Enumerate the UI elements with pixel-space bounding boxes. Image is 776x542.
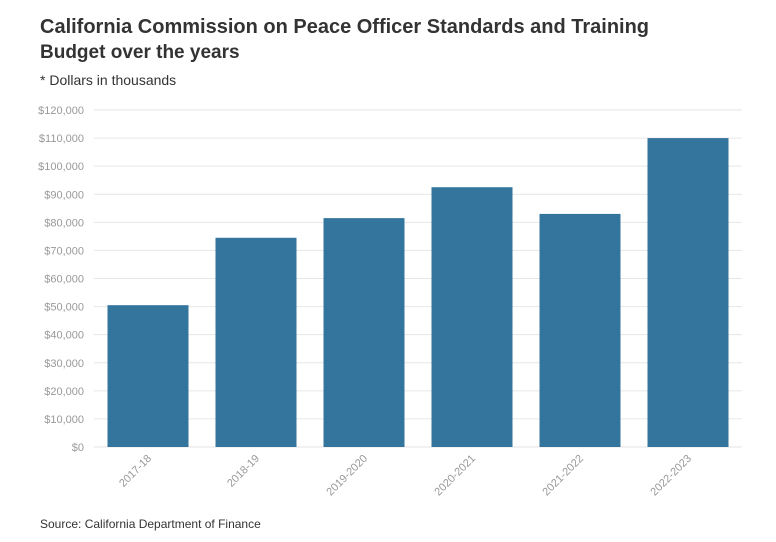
bar-2021-2022[interactable] [539, 213, 621, 447]
bar-2018-19[interactable] [215, 237, 297, 447]
x-tick-label: 2021-2022 [540, 453, 586, 499]
y-tick-label: $90,000 [44, 189, 84, 201]
x-tick-label: 2018-19 [225, 453, 262, 490]
y-tick-label: $50,000 [44, 302, 84, 314]
source-note: Source: California Department of Finance [40, 517, 261, 531]
x-tick-label: 2017-18 [117, 453, 154, 490]
y-tick-label: $120,000 [38, 105, 84, 117]
y-tick-label: $80,000 [44, 217, 84, 229]
chart-subtitle: Budget over the years [40, 42, 240, 63]
y-tick-label: $110,000 [39, 133, 84, 145]
bar-2019-2020[interactable] [323, 218, 405, 447]
chart-title: California Commission on Peace Officer S… [40, 16, 650, 38]
y-tick-label: $20,000 [44, 386, 84, 398]
y-tick-label: $30,000 [44, 358, 84, 370]
y-tick-label: $60,000 [44, 274, 84, 286]
x-tick-label: 2020-2021 [432, 453, 478, 499]
y-tick-label: $70,000 [44, 245, 84, 257]
bar-2017-18[interactable] [107, 305, 189, 447]
grid-lines [94, 109, 742, 448]
bar-2020-2021[interactable] [431, 187, 513, 447]
units-note: * Dollars in thousands [40, 72, 177, 88]
x-tick-label: 2019-2020 [324, 453, 370, 499]
y-tick-label: $40,000 [44, 330, 84, 342]
y-axis-ticks: $0 $10,000 $20,000 $30,000 $40,000 $50,000 $60… [38, 105, 84, 454]
y-tick-label: $10,000 [44, 414, 84, 426]
bars [107, 138, 729, 448]
y-tick-label: $0 [72, 442, 84, 454]
bar-2022-2023[interactable] [647, 138, 729, 448]
x-tick-label: 2022-2023 [648, 453, 694, 499]
y-tick-label: $100,000 [38, 161, 84, 173]
x-axis-labels: 2017-18 2018-19 2019-2020 2020-2021 2021-202… [117, 453, 694, 499]
